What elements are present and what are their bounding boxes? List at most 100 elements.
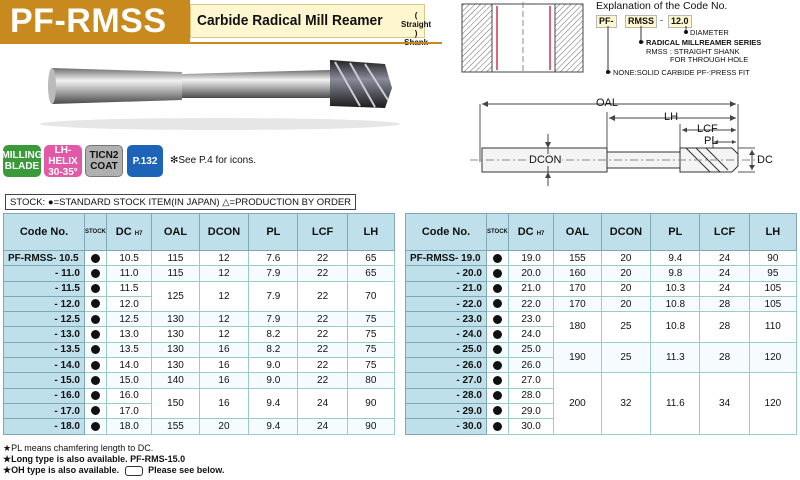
cell-lcf: 24 — [699, 249, 750, 267]
col-lcf: LCF — [297, 213, 348, 251]
cell-oal: 160 — [553, 265, 602, 282]
table-row-code: PF-RMSS- 19.0 — [405, 249, 487, 267]
cell-lcf: 28 — [699, 295, 750, 313]
cell-oal: 155 — [151, 418, 200, 435]
cell-oal: 190 — [553, 341, 602, 374]
table-row-code: - 25.0 — [405, 341, 487, 359]
cell-pl: 8.2 — [248, 326, 299, 343]
stock-dot — [84, 357, 107, 374]
coat-badge-line2: COAT — [90, 161, 118, 172]
col-stock: STOCK — [84, 213, 107, 251]
table-row-code: - 17.0 — [3, 402, 85, 420]
pointing-hand-icon — [124, 465, 143, 476]
product-code-title: PF-RMSS — [0, 0, 190, 42]
spec-table-right: Code No. STOCK DC H7 OAL DCON PL LCF LH … — [405, 213, 798, 435]
col-dc-tolerance: H7 — [134, 231, 143, 237]
cell-lcf: 22 — [297, 311, 348, 328]
stock-dot — [84, 311, 107, 328]
table-row-code: - 13.0 — [3, 326, 85, 343]
cell-dc: 13.5 — [105, 341, 153, 359]
code-leader-lines — [606, 26, 688, 74]
cell-oal: 130 — [151, 341, 200, 359]
cell-pl: 9.0 — [248, 357, 299, 374]
stock-dot — [485, 265, 509, 282]
cell-pl: 9.8 — [650, 265, 701, 282]
product-photo — [0, 50, 440, 140]
col-oal: OAL — [151, 213, 200, 251]
col-pl: PL — [248, 213, 299, 251]
explanation-title: Explanation of the Code No. — [596, 0, 728, 12]
stock-dot — [84, 402, 107, 420]
milling-badge-line1: MILLING — [1, 150, 43, 161]
stock-dot — [84, 326, 107, 343]
cell-dcon: 20 — [198, 418, 250, 435]
cell-pl: 9.4 — [650, 249, 701, 267]
stock-dot — [485, 280, 509, 297]
stock-dot — [485, 341, 509, 359]
cell-dc: 18.0 — [105, 418, 153, 435]
dim-lh-label: LH — [664, 111, 679, 123]
cell-lh: 90 — [748, 249, 798, 267]
cell-oal: 140 — [151, 372, 200, 389]
dim-lcf-label: LCF — [697, 123, 718, 135]
cell-dcon: 12 — [198, 265, 250, 282]
col-dcon: DCON — [198, 213, 250, 251]
cell-dcon: 32 — [600, 372, 652, 435]
cell-dc: 26.0 — [507, 357, 555, 374]
table-row-code: - 18.0 — [3, 418, 85, 435]
table-row-code: - 12.5 — [3, 311, 85, 328]
code-none-note: NONE:SOLID CARBIDE PF-:PRESS FIT — [613, 68, 750, 77]
stock-legend: STOCK: ●=STANDARD STOCK ITEM(IN JAPAN) △… — [5, 194, 357, 210]
table-row-code: - 27.0 — [405, 372, 487, 389]
col-code: Code No. — [3, 213, 85, 251]
cell-pl: 10.8 — [650, 311, 701, 343]
table-row-code: - 20.0 — [405, 265, 487, 282]
cell-pl: 9.4 — [248, 418, 299, 435]
product-subtitle-box: Carbide Radical Mill Reamer ( Straight )… — [190, 4, 431, 47]
cell-lh: 90 — [346, 387, 396, 420]
footnote-see-below[interactable]: Please see below. — [148, 465, 225, 475]
cell-oal: 155 — [553, 249, 602, 267]
footnote-oh-type: ★OH type is also available. Please see b… — [3, 465, 224, 476]
table-row-code: - 24.0 — [405, 326, 487, 343]
helix-badge-line1: LH-HELIX — [48, 144, 78, 167]
cell-dc: 28.0 — [507, 387, 555, 404]
cell-lh: 75 — [346, 311, 396, 328]
col-dc-tolerance: H7 — [536, 231, 545, 237]
cell-lh: 105 — [748, 280, 798, 297]
cell-lcf: 24 — [699, 280, 750, 297]
cell-lcf: 28 — [699, 311, 750, 343]
cell-pl: 7.9 — [248, 280, 299, 313]
cell-dc: 10.5 — [105, 249, 153, 267]
stock-dot — [84, 280, 107, 297]
table-row-code: - 16.0 — [3, 387, 85, 404]
table-row-code: - 29.0 — [405, 402, 487, 420]
cell-dcon: 16 — [198, 372, 250, 389]
cell-dcon: 25 — [600, 341, 652, 374]
footnote-pl: ★PL means chamfering length to DC. — [3, 443, 154, 453]
page-ref-badge[interactable]: P.132 — [127, 145, 163, 177]
col-lcf: LCF — [699, 213, 750, 251]
stock-dot — [485, 295, 509, 313]
table-row-code: PF-RMSS- 10.5 — [3, 249, 85, 267]
cell-dc: 14.0 — [105, 357, 153, 374]
cell-pl: 11.3 — [650, 341, 701, 374]
code-dash: - — [660, 15, 663, 25]
cell-lh: 95 — [748, 265, 798, 282]
cell-dcon: 16 — [198, 387, 250, 420]
cell-dcon: 20 — [600, 295, 652, 313]
cell-lh: 75 — [346, 341, 396, 359]
cell-lcf: 22 — [297, 249, 348, 267]
code-rmss-note-2: FOR THROUGH HOLE — [670, 55, 749, 64]
cell-dc: 17.0 — [105, 402, 153, 420]
cell-dc: 12.5 — [105, 311, 153, 328]
cell-oal: 170 — [553, 280, 602, 297]
table-row-code: - 13.5 — [3, 341, 85, 359]
table-row-code: - 11.5 — [3, 280, 85, 297]
cell-dc: 11.5 — [105, 280, 153, 297]
cell-dcon: 25 — [600, 311, 652, 343]
cell-lcf: 22 — [297, 357, 348, 374]
cell-dcon: 20 — [600, 265, 652, 282]
cell-oal: 115 — [151, 265, 200, 282]
cell-dcon: 12 — [198, 326, 250, 343]
